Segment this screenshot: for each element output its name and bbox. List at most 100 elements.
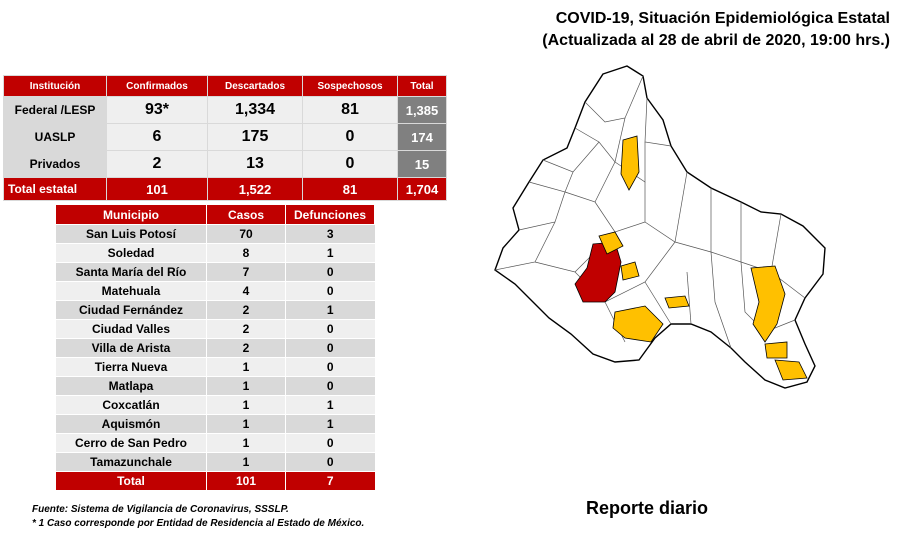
map-region-case	[774, 359, 808, 381]
municipios-table: Municipio Casos Defunciones San Luis Pot…	[55, 204, 375, 491]
table-row: Matlapa 1 0	[55, 376, 375, 396]
municipio-name: Aquismón	[55, 414, 207, 434]
cases-cell: 8	[206, 243, 286, 263]
table-row: Privados 2 13 0 15	[3, 150, 447, 178]
footer-asterisk-note: * 1 Caso corresponde por Entidad de Resi…	[32, 518, 365, 529]
table-total-row: Total 101 7	[55, 471, 375, 491]
total-label: Total estatal	[3, 177, 107, 201]
table-cell: 13	[207, 150, 303, 178]
municipio-name: Villa de Arista	[55, 338, 207, 358]
deaths-cell: 3	[285, 224, 375, 244]
table-row: Villa de Arista 2 0	[55, 338, 375, 358]
table-cell: 6	[106, 123, 208, 151]
deaths-cell: 0	[285, 452, 375, 472]
deaths-cell: 0	[285, 433, 375, 453]
table-total-row: Total estatal 101 1,522 81 1,704	[3, 177, 447, 201]
cases-cell: 1	[206, 452, 286, 472]
header-cell: Sospechosos	[302, 75, 398, 97]
municipio-name: San Luis Potosí	[55, 224, 207, 244]
table-cell: 0	[302, 123, 398, 151]
table-cell: 2	[106, 150, 208, 178]
municipio-name: Santa María del Río	[55, 262, 207, 282]
municipio-name: Coxcatlán	[55, 395, 207, 415]
table-row: Ciudad Fernández 2 1	[55, 300, 375, 320]
cases-cell: 2	[206, 338, 286, 358]
institution-name: UASLP	[3, 123, 107, 151]
table-cell: 1,704	[397, 177, 447, 201]
municipio-name: Ciudad Valles	[55, 319, 207, 339]
table-cell: 101	[106, 177, 208, 201]
deaths-cell: 1	[285, 414, 375, 434]
report-label: Reporte diario	[586, 498, 709, 518]
table-cell: 81	[302, 96, 398, 124]
header-cell: Municipio	[55, 204, 207, 225]
table-row: Coxcatlán 1 1	[55, 395, 375, 415]
header-cell: Total	[397, 75, 447, 97]
table-row: UASLP 6 175 0 174	[3, 123, 447, 151]
title-line-2: (Actualizada al 28 de abril de 2020, 19:…	[542, 32, 890, 49]
cases-cell: 1	[206, 376, 286, 396]
municipio-name: Soledad	[55, 243, 207, 263]
table-row: Soledad 8 1	[55, 243, 375, 263]
table-cell: 1,334	[207, 96, 303, 124]
institution-name: Privados	[3, 150, 107, 178]
table-cell: 81	[302, 177, 398, 201]
municipio-name: Tierra Nueva	[55, 357, 207, 377]
table-row: Aquismón 1 1	[55, 414, 375, 434]
cases-cell: 70	[206, 224, 286, 244]
header-cell: Defunciones	[285, 204, 375, 225]
title-line-1: COVID-19, Situación Epidemiológica Estat…	[555, 10, 890, 27]
table-row: Santa María del Río 7 0	[55, 262, 375, 282]
page-title: COVID-19, Situación Epidemiológica Estat…	[542, 8, 890, 52]
cases-cell: 1	[206, 357, 286, 377]
institution-name: Federal /LESP	[3, 96, 107, 124]
municipio-name: Tamazunchale	[55, 452, 207, 472]
row-total: 174	[397, 123, 447, 151]
deaths-cell: 0	[285, 319, 375, 339]
table-header-row: Institución Confirmados Descartados Sosp…	[3, 75, 447, 97]
map-regions-with-cases	[598, 135, 808, 381]
map-region-case	[764, 341, 788, 359]
municipio-name: Matlapa	[55, 376, 207, 396]
header-cell: Confirmados	[106, 75, 208, 97]
table-row: Matehuala 4 0	[55, 281, 375, 301]
table-row: Federal /LESP 93* 1,334 81 1,385	[3, 96, 447, 124]
deaths-cell: 1	[285, 395, 375, 415]
deaths-cell: 1	[285, 300, 375, 320]
deaths-cell: 1	[285, 243, 375, 263]
cases-cell: 1	[206, 414, 286, 434]
deaths-cell: 0	[285, 357, 375, 377]
state-outline	[494, 65, 826, 389]
cases-cell: 4	[206, 281, 286, 301]
map-region-case	[612, 305, 664, 343]
table-row: Ciudad Valles 2 0	[55, 319, 375, 339]
header-cell: Institución	[3, 75, 107, 97]
deaths-cell: 0	[285, 262, 375, 282]
municipio-name: Ciudad Fernández	[55, 300, 207, 320]
map-region-case	[620, 135, 640, 191]
state-map	[494, 65, 826, 389]
deaths-cell: 0	[285, 376, 375, 396]
deaths-cell: 0	[285, 338, 375, 358]
table-cell: 0	[302, 150, 398, 178]
footer-note: Fuente: Sistema de Vigilancia de Coronav…	[32, 503, 364, 531]
table-row: San Luis Potosí 70 3	[55, 224, 375, 244]
row-total: 15	[397, 150, 447, 178]
map-region-case	[664, 295, 690, 309]
table-row: Tierra Nueva 1 0	[55, 357, 375, 377]
cases-cell: 2	[206, 319, 286, 339]
municipio-name: Matehuala	[55, 281, 207, 301]
map-region-case	[598, 231, 624, 255]
deaths-cell: 0	[285, 281, 375, 301]
cases-cell: 1	[206, 433, 286, 453]
table-cell: 101	[206, 471, 286, 491]
row-total: 1,385	[397, 96, 447, 124]
cases-cell: 1	[206, 395, 286, 415]
table-cell: 93*	[106, 96, 208, 124]
table-cell: 1,522	[207, 177, 303, 201]
map-region-case	[620, 261, 640, 281]
table-cell: 175	[207, 123, 303, 151]
header-cell: Casos	[206, 204, 286, 225]
total-label: Total	[55, 471, 207, 491]
table-row: Cerro de San Pedro 1 0	[55, 433, 375, 453]
